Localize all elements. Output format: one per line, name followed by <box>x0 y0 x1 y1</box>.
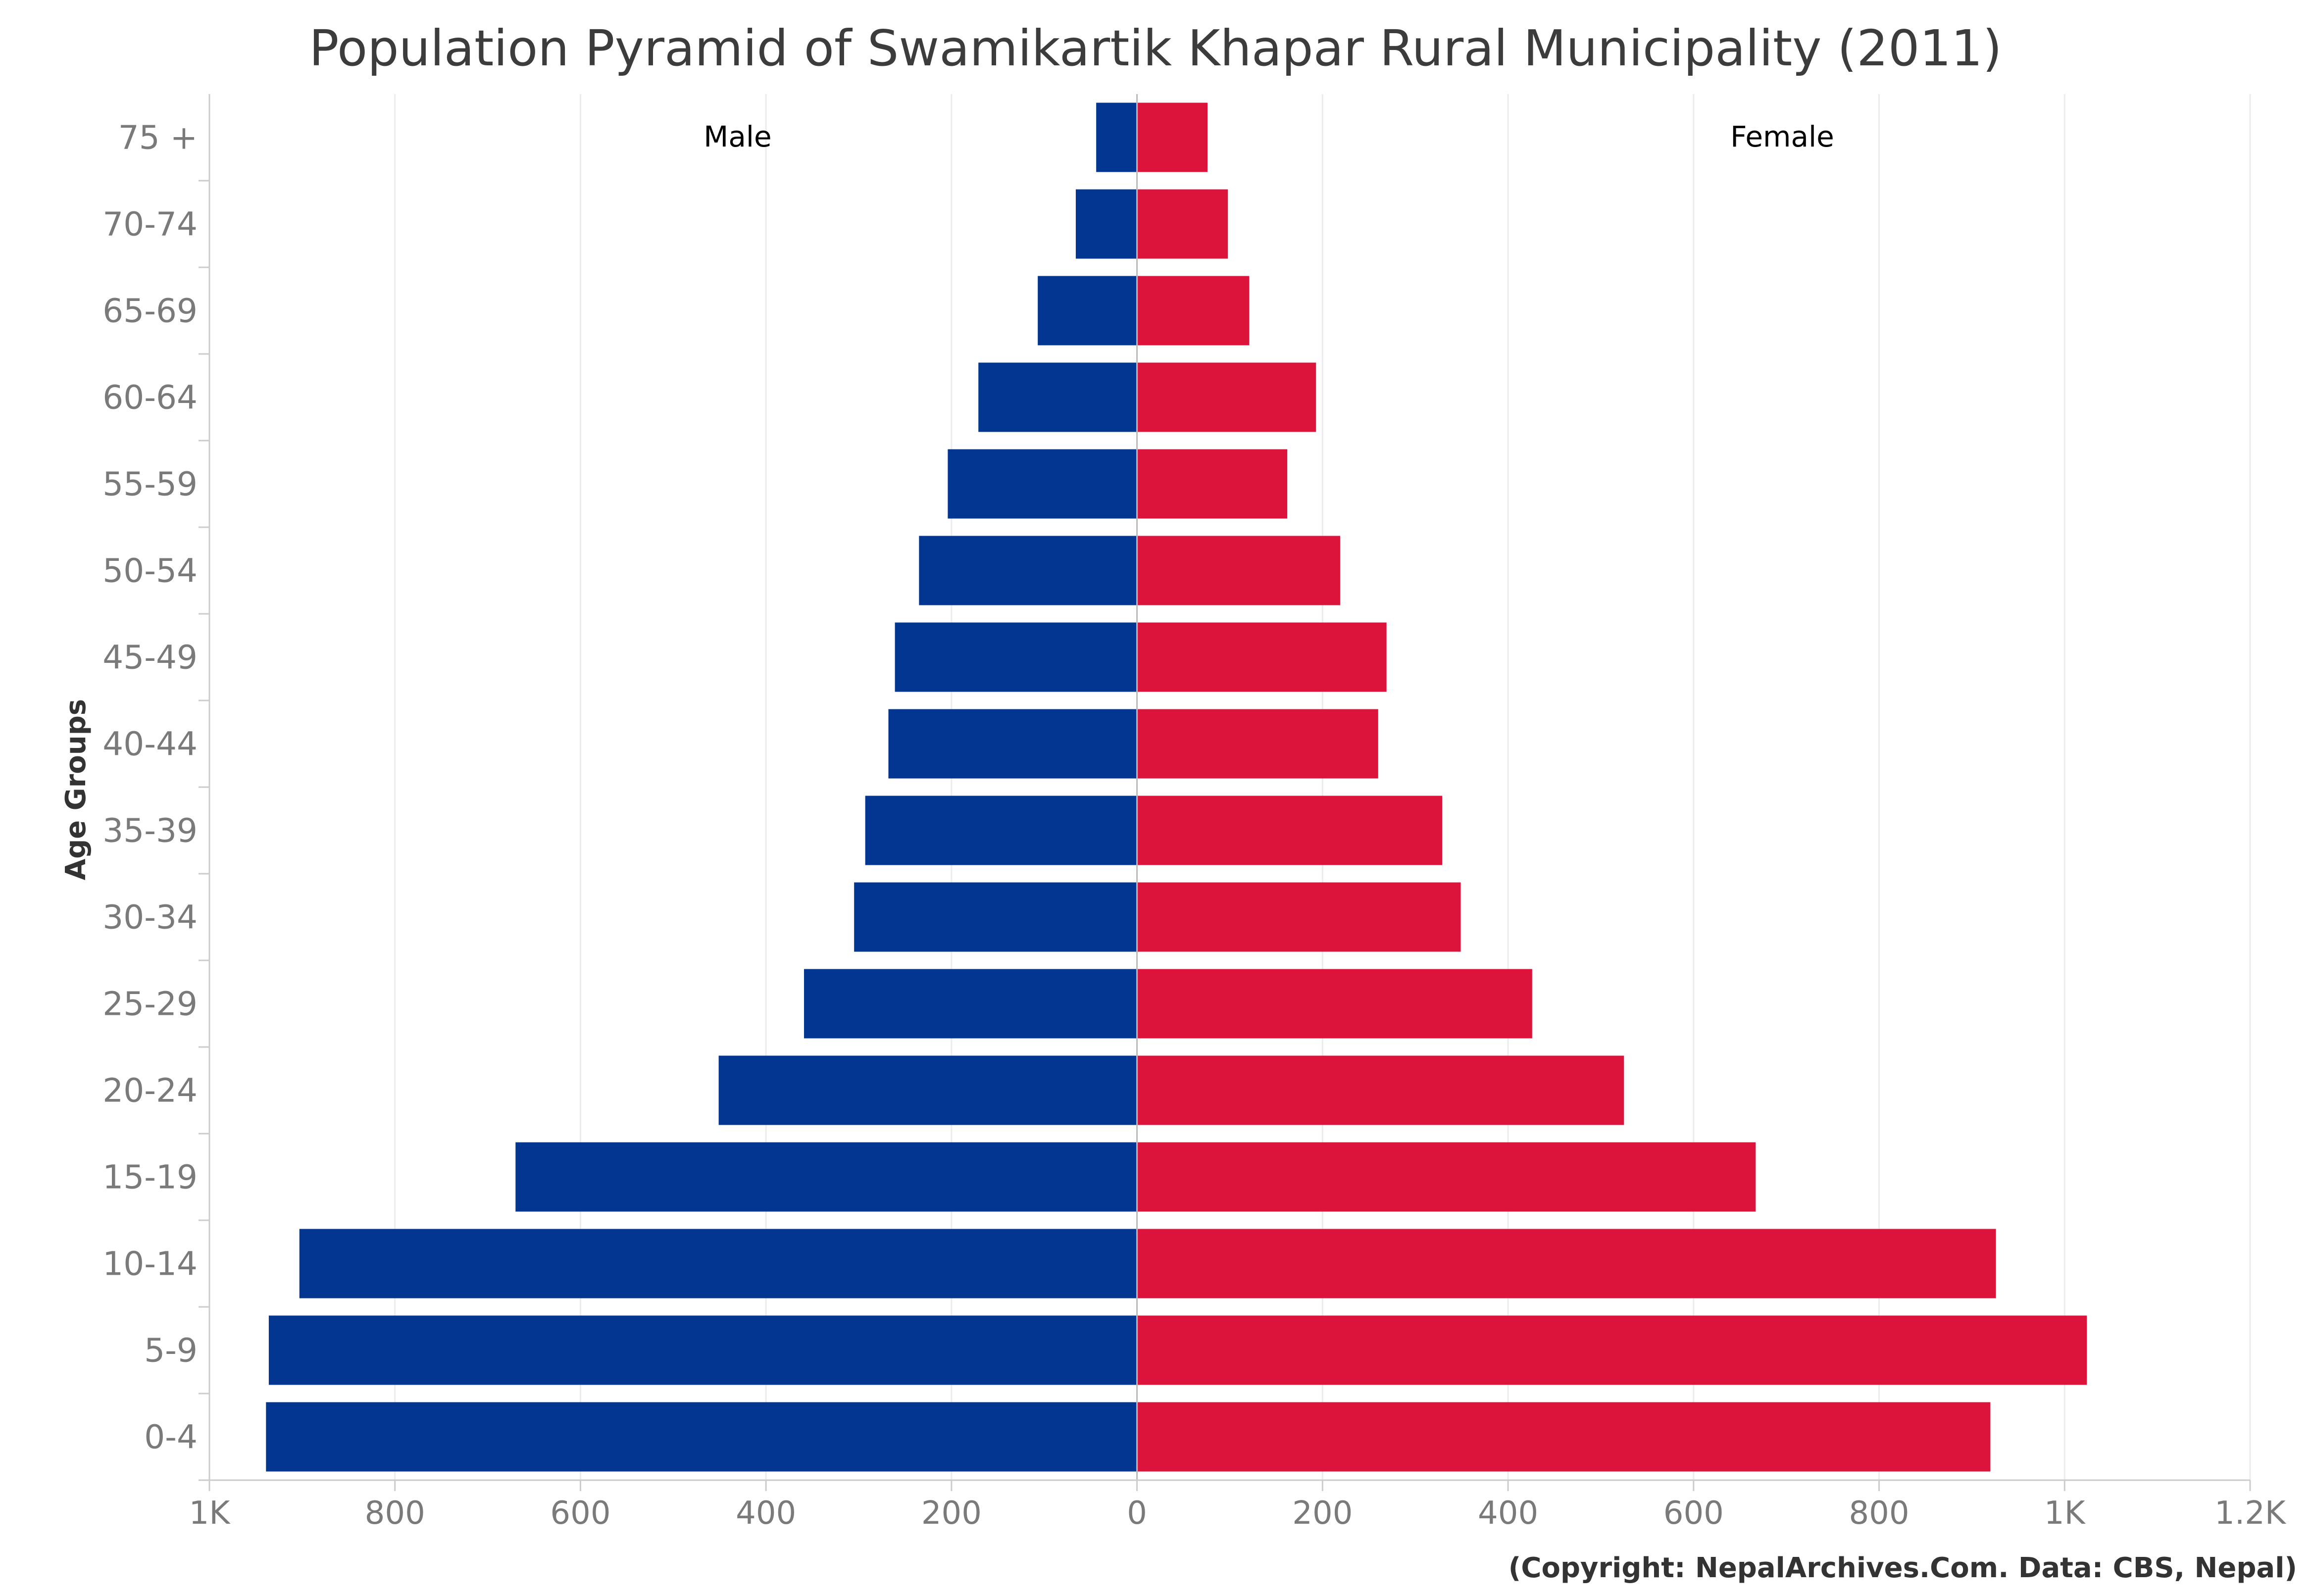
y-tick-label: 35-39 <box>102 812 198 850</box>
y-tick-label: 55-59 <box>102 465 198 503</box>
male-bar-40-44 <box>888 709 1137 779</box>
axes: 1K 800 600 400 200 0 200 400 600 800 1K 1.2K 75 + 70-… <box>102 94 2287 1532</box>
female-bar-65-69 <box>1137 276 1250 346</box>
female-bar-20-24 <box>1137 1055 1624 1125</box>
male-bar-60-64 <box>978 362 1137 432</box>
male-bar-35-39 <box>865 796 1137 865</box>
x-tick-label: 1K <box>2044 1495 2086 1532</box>
male-bar-10-14 <box>299 1229 1137 1298</box>
male-bar-65-69 <box>1038 276 1137 346</box>
series-label-female: Female <box>1730 120 1834 153</box>
x-tick-label: 1K <box>189 1495 231 1532</box>
bars <box>266 94 2087 1480</box>
female-bar-0-4 <box>1137 1402 1991 1472</box>
credit-text: (Copyright: NepalArchives.Com. Data: CBS… <box>1508 1552 2297 1584</box>
male-bar-20-24 <box>718 1055 1137 1125</box>
female-bar-5-9 <box>1137 1315 2087 1385</box>
series-label-male: Male <box>703 120 771 153</box>
x-tick-label: 800 <box>365 1495 425 1532</box>
y-tick-label: 65-69 <box>102 292 198 330</box>
male-bar-25-29 <box>804 969 1137 1039</box>
female-bar-10-14 <box>1137 1229 1996 1298</box>
y-tick-label: 75 + <box>118 119 198 157</box>
x-tick-label: 0 <box>1127 1495 1147 1532</box>
y-tick-label: 30-34 <box>102 898 198 937</box>
x-tick-label: 400 <box>1478 1495 1538 1532</box>
y-tick-label: 10-14 <box>102 1245 198 1283</box>
x-tick-label: 600 <box>1663 1495 1724 1532</box>
female-bar-75-plus <box>1137 102 1208 172</box>
female-bar-50-54 <box>1137 536 1340 605</box>
female-bar-45-49 <box>1137 622 1387 692</box>
male-bar-55-59 <box>948 449 1137 519</box>
female-bar-55-59 <box>1137 449 1288 519</box>
male-bar-45-49 <box>895 622 1137 692</box>
x-tick-label: 200 <box>1292 1495 1353 1532</box>
y-tick-label: 50-54 <box>102 552 198 590</box>
y-tick-label: 15-19 <box>102 1158 198 1197</box>
y-tick-label: 70-74 <box>102 205 198 244</box>
male-bar-0-4 <box>266 1402 1137 1472</box>
male-bar-50-54 <box>919 536 1137 605</box>
female-bar-30-34 <box>1137 882 1461 952</box>
y-tick-label: 40-44 <box>102 725 198 763</box>
y-tick-label: 45-49 <box>102 639 198 677</box>
female-bar-35-39 <box>1137 796 1443 865</box>
x-tick-label: 800 <box>1849 1495 1909 1532</box>
female-bar-15-19 <box>1137 1142 1756 1212</box>
x-tick-label: 600 <box>550 1495 610 1532</box>
male-bar-30-34 <box>854 882 1137 952</box>
female-bar-70-74 <box>1137 189 1228 259</box>
male-bar-75-plus <box>1096 102 1137 172</box>
female-bar-40-44 <box>1137 709 1378 779</box>
female-bar-60-64 <box>1137 362 1316 432</box>
y-tick-label: 25-29 <box>102 985 198 1023</box>
y-tick-label: 5-9 <box>144 1332 198 1370</box>
x-tick-label: 400 <box>736 1495 796 1532</box>
male-bar-15-19 <box>515 1142 1137 1212</box>
chart-title: Population Pyramid of Swamikartik Khapar… <box>309 19 2002 77</box>
male-bar-5-9 <box>268 1315 1137 1385</box>
y-tick-label: 60-64 <box>102 379 198 417</box>
x-tick-label: 1.2K <box>2214 1495 2287 1532</box>
x-tick-label: 200 <box>921 1495 982 1532</box>
y-axis-title: Age Groups <box>60 699 92 880</box>
male-bar-70-74 <box>1075 189 1137 259</box>
y-tick-label: 20-24 <box>102 1072 198 1110</box>
y-tick-label: 0-4 <box>144 1418 198 1456</box>
female-bar-25-29 <box>1137 969 1532 1039</box>
